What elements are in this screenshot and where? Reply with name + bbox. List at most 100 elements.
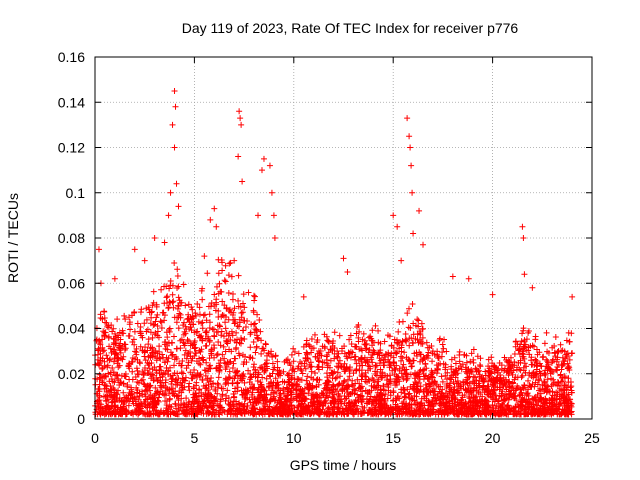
data-point <box>145 401 152 408</box>
data-point <box>355 321 362 328</box>
data-point <box>438 373 445 380</box>
data-point <box>415 339 422 346</box>
data-point <box>149 366 156 373</box>
data-point <box>109 378 116 385</box>
data-point <box>438 353 445 360</box>
data-point <box>165 411 172 418</box>
data-point <box>458 366 465 373</box>
data-point <box>410 230 417 237</box>
data-point <box>271 235 278 241</box>
data-point <box>99 379 106 386</box>
data-point <box>164 410 171 417</box>
data-point <box>128 386 135 393</box>
data-point <box>182 302 189 309</box>
data-point <box>241 359 248 366</box>
data-point <box>215 374 222 381</box>
data-point <box>566 356 573 363</box>
data-point <box>373 384 380 391</box>
data-point <box>411 397 418 404</box>
data-point <box>561 381 568 388</box>
data-point <box>228 328 235 335</box>
data-point <box>264 407 271 414</box>
data-point <box>161 283 168 290</box>
data-point <box>370 348 377 355</box>
data-point <box>261 402 268 409</box>
data-point <box>182 347 189 354</box>
data-point <box>201 253 208 260</box>
data-point <box>236 108 243 115</box>
data-point <box>172 354 179 361</box>
data-point <box>95 246 102 253</box>
data-point <box>477 390 484 397</box>
data-point <box>298 360 305 367</box>
data-point <box>282 411 289 418</box>
data-point <box>311 331 318 338</box>
data-point <box>199 357 206 364</box>
data-point <box>336 393 343 400</box>
data-point <box>569 350 576 357</box>
data-point <box>244 403 251 410</box>
data-point <box>369 399 376 406</box>
data-point <box>401 387 408 394</box>
data-point <box>470 346 477 353</box>
data-point <box>110 385 117 392</box>
data-point <box>169 351 176 358</box>
data-point <box>164 334 171 341</box>
data-point <box>225 332 232 339</box>
data-point <box>509 380 516 387</box>
data-point <box>511 362 518 369</box>
data-point <box>131 328 138 335</box>
data-point <box>304 350 311 357</box>
data-point <box>231 355 238 362</box>
data-point <box>363 340 370 347</box>
data-point <box>185 359 192 366</box>
data-point <box>181 377 188 384</box>
data-point <box>171 362 178 369</box>
data-point <box>99 366 106 373</box>
data-point <box>199 337 206 344</box>
data-point <box>319 390 326 397</box>
data-point <box>163 294 170 301</box>
data-point <box>177 401 184 408</box>
data-point <box>552 333 559 340</box>
data-point <box>195 399 202 406</box>
data-point <box>537 411 544 418</box>
data-point <box>191 345 198 352</box>
data-point <box>241 304 248 311</box>
data-point <box>123 408 130 415</box>
data-point <box>172 103 179 110</box>
data-point <box>557 371 564 378</box>
data-point <box>354 376 361 383</box>
data-point <box>254 395 261 402</box>
data-point <box>352 408 359 415</box>
data-point <box>531 383 538 390</box>
data-point <box>444 410 451 417</box>
data-point <box>506 378 513 385</box>
data-point <box>401 394 408 401</box>
data-point <box>367 393 374 400</box>
data-point <box>199 376 206 383</box>
data-point <box>222 319 229 326</box>
data-point <box>334 348 341 355</box>
data-point <box>290 345 297 352</box>
data-point <box>402 331 409 338</box>
data-point <box>203 317 210 324</box>
data-point <box>189 313 196 320</box>
data-point <box>362 369 369 376</box>
data-point <box>150 377 157 384</box>
data-point <box>99 336 106 343</box>
data-point <box>535 387 542 394</box>
data-point <box>194 328 201 335</box>
data-point <box>441 336 448 343</box>
data-point <box>509 371 516 378</box>
data-point <box>520 364 527 371</box>
data-point <box>382 408 389 415</box>
data-point <box>518 389 525 396</box>
data-point <box>467 399 474 406</box>
data-point <box>173 319 180 326</box>
data-point <box>412 322 419 329</box>
data-point <box>294 375 301 382</box>
data-point <box>315 348 322 355</box>
data-point <box>119 330 126 337</box>
data-point <box>352 343 359 350</box>
